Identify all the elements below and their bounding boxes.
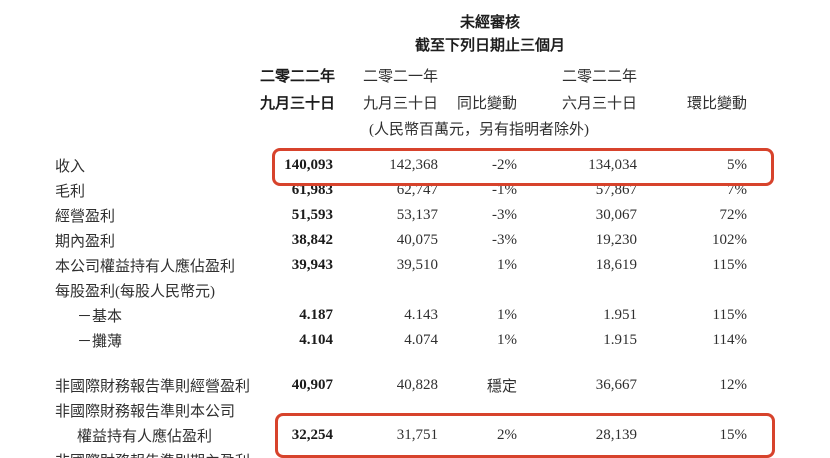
row-label: 本公司權益持有人應佔盈利 [55, 259, 236, 275]
row-label: 非國際財務報告準則經營盈利 [55, 379, 251, 395]
table-row-gross-profit: 毛利 61,983 62,747 -1% 57,867 7% [55, 178, 747, 203]
yoy-change: -2% [492, 157, 517, 173]
yoy-change: 穩定 [486, 379, 517, 395]
yoy-change: -3% [492, 232, 517, 248]
yoy-change: 1% [497, 307, 517, 323]
row-label: 經營盈利 [55, 209, 116, 225]
value-2021-sep: 4.143 [404, 307, 438, 323]
qoq-change: 15% [719, 427, 748, 443]
header-col2-date: 九月三十日 [362, 95, 438, 112]
unit-note: (人民幣百萬元，另有指明者除外) [369, 121, 589, 138]
header-row-years: 二零二二年 二零二一年 二零二二年 [55, 62, 747, 88]
header-col4-year: 二零二二年 [561, 68, 637, 85]
value-2022-jun: 1.951 [603, 307, 637, 323]
value-2021-sep: 142,368 [389, 157, 438, 173]
qoq-change: 102% [712, 232, 747, 248]
header-col4-date: 六月三十日 [561, 95, 637, 112]
yoy-change: 1% [497, 332, 517, 348]
row-label: 權益持有人應佔盈利 [77, 429, 213, 445]
header-col3-spacer [438, 62, 517, 88]
value-2022-sep: 40,907 [291, 377, 333, 393]
value-2021-sep: 31,751 [396, 427, 438, 443]
table-title: 未經審核 截至下列日期止三個月 [190, 12, 790, 58]
value-2022-jun: 28,139 [595, 427, 637, 443]
value-2022-jun: 57,867 [595, 182, 637, 198]
spacer-row [55, 353, 747, 373]
table-row-eps-basic: －基本 4.187 4.143 1% 1.951 115% [55, 303, 747, 328]
qoq-change: 115% [712, 257, 747, 273]
yoy-change: -1% [492, 182, 517, 198]
qoq-change: 5% [727, 157, 747, 173]
table-row-nonifrs-operating-profit: 非國際財務報告準則經營盈利 40,907 40,828 穩定 36,667 12… [55, 373, 747, 398]
header-yoy-change: 同比變動 [456, 95, 517, 112]
qoq-change: 115% [712, 307, 747, 323]
value-2021-sep: 62,747 [396, 182, 438, 198]
table-row-eps-heading: 每股盈利(每股人民幣元) [55, 278, 747, 303]
note-spacer [55, 116, 260, 140]
title-period: 截至下列日期止三個月 [414, 38, 565, 54]
unit-note-row: (人民幣百萬元，另有指明者除外) [55, 116, 747, 140]
value-2021-sep: 40,828 [396, 377, 438, 393]
row-label: 毛利 [55, 184, 86, 200]
value-2022-sep: 39,943 [291, 257, 333, 273]
qoq-change: 72% [719, 207, 748, 223]
value-2022-jun: 1.915 [603, 332, 637, 348]
table-row-operating-profit: 經營盈利 51,593 53,137 -3% 30,067 72% [55, 203, 747, 228]
value-2022-jun: 18,619 [595, 257, 637, 273]
yoy-change: 2% [497, 427, 517, 443]
value-2022-jun: 19,230 [595, 232, 637, 248]
value-2021-sep: 39,510 [396, 257, 438, 273]
value-2022-sep: 38,842 [291, 232, 333, 248]
row-label: 期內盈利 [55, 234, 116, 250]
value-2022-jun: 134,034 [588, 157, 637, 173]
row-label: 非國際財務報告準則期內盈利 [55, 448, 260, 458]
row-label: 收入 [55, 159, 86, 175]
header-col5-spacer [637, 62, 747, 88]
value-2021-sep: 53,137 [396, 207, 438, 223]
title-unaudited: 未經審核 [459, 15, 520, 31]
header-spacer [55, 88, 260, 116]
value-2021-sep: 40,075 [396, 232, 438, 248]
header-col1-date: 九月三十日 [260, 95, 336, 112]
header-col1-year: 二零二二年 [260, 68, 336, 85]
qoq-change: 12% [719, 377, 748, 393]
yoy-change: -3% [492, 207, 517, 223]
value-2022-sep: 4.187 [299, 307, 333, 323]
table-row-nonifrs-period-profit-cutoff: 非國際財務報告準則期內盈利 [55, 448, 747, 458]
yoy-change: 1% [497, 257, 517, 273]
qoq-change: 7% [727, 182, 747, 198]
value-2022-sep: 61,983 [291, 182, 333, 198]
table-row-nonifrs-equity-line2: 權益持有人應佔盈利 32,254 31,751 2% 28,139 15% [55, 423, 747, 448]
row-label: 非國際財務報告準則本公司 [55, 404, 236, 420]
value-2022-sep: 32,254 [291, 427, 333, 443]
table-row-period-profit: 期內盈利 38,842 40,075 -3% 19,230 102% [55, 228, 747, 253]
value-2022-sep: 51,593 [291, 207, 333, 223]
header-row-dates: 九月三十日 九月三十日 同比變動 六月三十日 環比變動 [55, 88, 747, 116]
value-2021-sep: 4.074 [404, 332, 438, 348]
header-col2-year: 二零二一年 [362, 68, 438, 85]
value-2022-sep: 4.104 [299, 332, 333, 348]
table-row-revenue: 收入 140,093 142,368 -2% 134,034 5% [55, 153, 747, 178]
row-label: 每股盈利(每股人民幣元) [55, 284, 215, 300]
table-row-equity-holders-profit: 本公司權益持有人應佔盈利 39,943 39,510 1% 18,619 115… [55, 253, 747, 278]
header-qoq-change: 環比變動 [686, 95, 747, 112]
table-row-eps-diluted: －攤薄 4.104 4.074 1% 1.915 114% [55, 328, 747, 353]
row-label: －攤薄 [77, 334, 123, 350]
row-label: －基本 [77, 309, 123, 325]
header-spacer [55, 62, 260, 88]
spacer-row [55, 140, 747, 153]
financial-table: 二零二二年 二零二一年 二零二二年 九月三十日 九月三十日 同比變動 六月三十日… [55, 62, 747, 458]
table-row-nonifrs-equity-line1: 非國際財務報告準則本公司 [55, 398, 747, 423]
qoq-change: 114% [712, 332, 747, 348]
value-2022-jun: 30,067 [595, 207, 637, 223]
value-2022-jun: 36,667 [595, 377, 637, 393]
value-2022-sep: 140,093 [284, 157, 333, 173]
